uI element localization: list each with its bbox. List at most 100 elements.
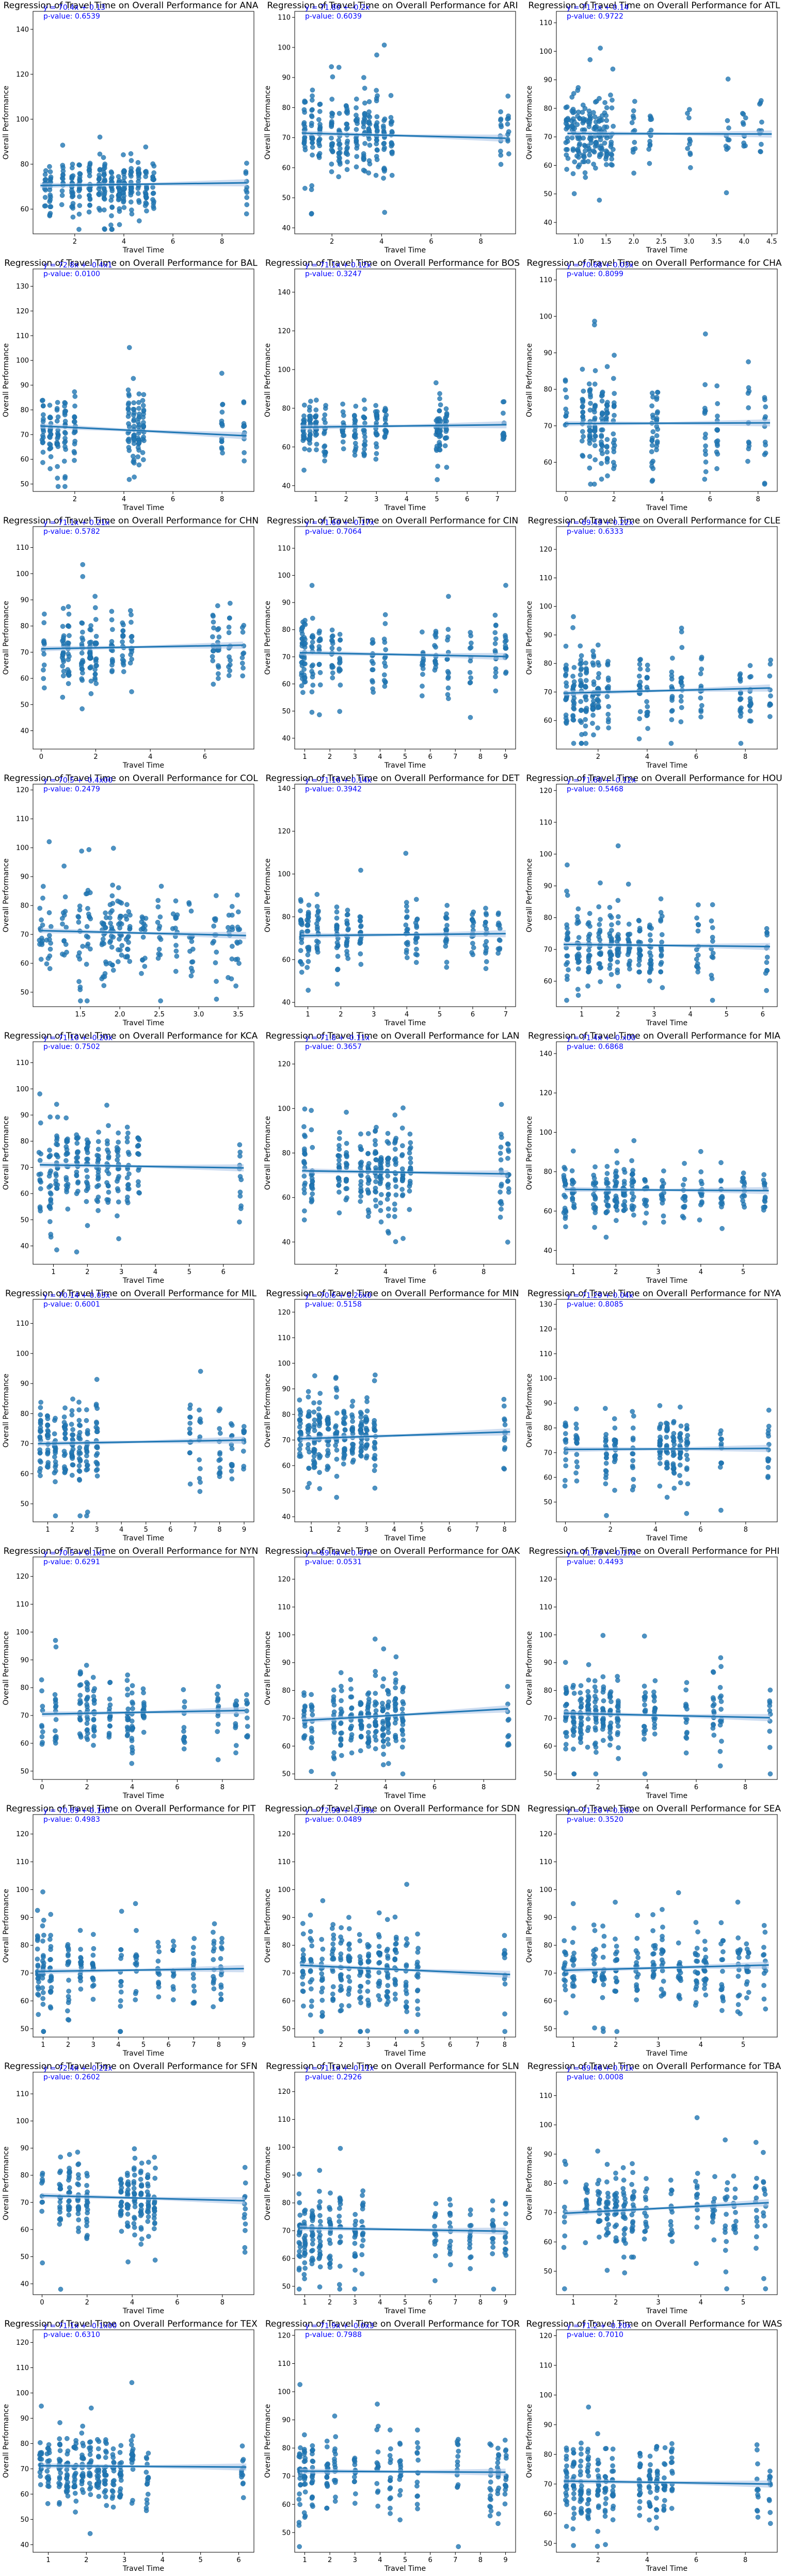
chart-svg: Regression of Travel Time on Overall Per… <box>2 258 258 512</box>
scatter-point <box>129 612 134 617</box>
y-tick-label: 50 <box>543 1499 552 1506</box>
equation-annotation: y = 71.1x + 0.12x <box>305 261 371 269</box>
scatter-point <box>614 1200 620 1205</box>
scatter-point <box>372 1151 378 1156</box>
scatter-point <box>101 922 106 927</box>
scatter-point <box>388 115 394 120</box>
scatter-point <box>109 609 115 614</box>
scatter-point <box>505 1239 510 1245</box>
scatter-point <box>47 1154 52 1159</box>
scatter-point <box>322 453 328 458</box>
scatter-point <box>63 1115 69 1121</box>
scatter-point <box>310 140 315 146</box>
scatter-point <box>63 1183 69 1188</box>
scatter-point <box>187 1406 193 1411</box>
scatter-point <box>241 400 247 405</box>
scatter-point <box>237 939 243 945</box>
p-value-annotation: p-value: 0.9722 <box>567 12 623 21</box>
scatter-point <box>682 1176 687 1182</box>
scatter-point <box>84 962 89 967</box>
scatter-point <box>364 1395 370 1401</box>
scatter-point <box>40 923 45 928</box>
scatter-point <box>679 645 685 650</box>
scatter-point <box>330 664 335 670</box>
y-axis-label: Overall Performance <box>264 1374 272 1448</box>
scatter-point <box>468 630 473 635</box>
scatter-point <box>565 862 570 868</box>
scatter-point <box>630 1409 635 1414</box>
scatter-point <box>126 400 132 406</box>
scatter-point <box>239 625 245 630</box>
x-tick-label: 8 <box>220 496 224 503</box>
scatter-point <box>569 108 575 114</box>
scatter-point <box>53 1479 58 1485</box>
scatter-point <box>574 1426 579 1431</box>
scatter-point <box>581 135 586 141</box>
scatter-point <box>309 120 314 126</box>
scatter-point <box>219 439 225 444</box>
scatter-point <box>37 1434 43 1439</box>
x-tick-label: 6 <box>761 1011 765 1019</box>
scatter-point <box>372 1468 377 1473</box>
y-tick-label: 110 <box>278 545 291 553</box>
scatter-point <box>101 155 106 160</box>
scatter-point <box>140 934 146 940</box>
x-tick-label: 2 <box>337 1526 341 1534</box>
y-tick-label: 110 <box>539 819 552 826</box>
scatter-point <box>342 1421 347 1426</box>
scatter-point <box>301 1173 307 1179</box>
scatter-point <box>630 1458 635 1464</box>
scatter-points <box>39 345 247 489</box>
y-tick-label: 80 <box>20 623 29 630</box>
scatter-point <box>95 1139 101 1144</box>
scatter-point <box>64 1189 69 1195</box>
scatter-point <box>373 1138 378 1143</box>
scatter-point <box>156 951 162 957</box>
scatter-point <box>345 159 350 165</box>
scatter-point <box>41 412 46 418</box>
scatter-point <box>59 193 65 198</box>
scatter-point <box>761 1178 766 1183</box>
scatter-point <box>358 1199 363 1204</box>
p-value-annotation: p-value: 0.8085 <box>567 1300 623 1309</box>
scatter-point <box>767 661 773 667</box>
scatter-point <box>569 94 575 100</box>
scatter-point <box>297 1397 302 1403</box>
scatter-point <box>698 671 703 676</box>
scatter-point <box>60 663 65 669</box>
scatter-point <box>340 439 346 444</box>
scatter-point <box>446 594 451 599</box>
scatter-point <box>681 1182 686 1188</box>
x-tick-label: 6 <box>428 753 432 761</box>
scatter-point <box>614 1218 619 1223</box>
scatter-point <box>597 965 603 971</box>
scatter-point <box>370 686 375 692</box>
scatter-point <box>386 1206 391 1212</box>
scatter-point <box>127 608 133 613</box>
scatter-point <box>84 1180 89 1185</box>
scatter-point <box>335 953 341 959</box>
scatter-point <box>55 484 61 489</box>
scatter-point <box>62 1451 68 1457</box>
scatter-point <box>93 681 99 686</box>
x-tick-label: 2 <box>612 496 616 503</box>
scatter-point <box>685 146 691 151</box>
scatter-point <box>120 657 125 662</box>
scatter-point <box>399 1166 405 1171</box>
x-axis-label: Travel Time <box>384 1534 426 1543</box>
scatter-point <box>76 1435 82 1441</box>
scatter-point <box>241 1424 247 1429</box>
scatter-point <box>392 1201 397 1207</box>
scatter-point <box>658 962 664 967</box>
scatter-point <box>244 211 249 217</box>
scatter-point <box>306 988 311 993</box>
scatter-point <box>156 947 162 952</box>
scatter-point <box>483 966 489 972</box>
scatter-point <box>240 673 245 679</box>
scatter-point <box>374 432 379 438</box>
scatter-point <box>574 955 580 960</box>
x-tick-label: 8 <box>479 238 483 246</box>
scatter-point <box>125 387 131 393</box>
scatter-point <box>239 655 245 660</box>
regression-panel-cha: Regression of Travel Time on Overall Per… <box>523 258 785 515</box>
